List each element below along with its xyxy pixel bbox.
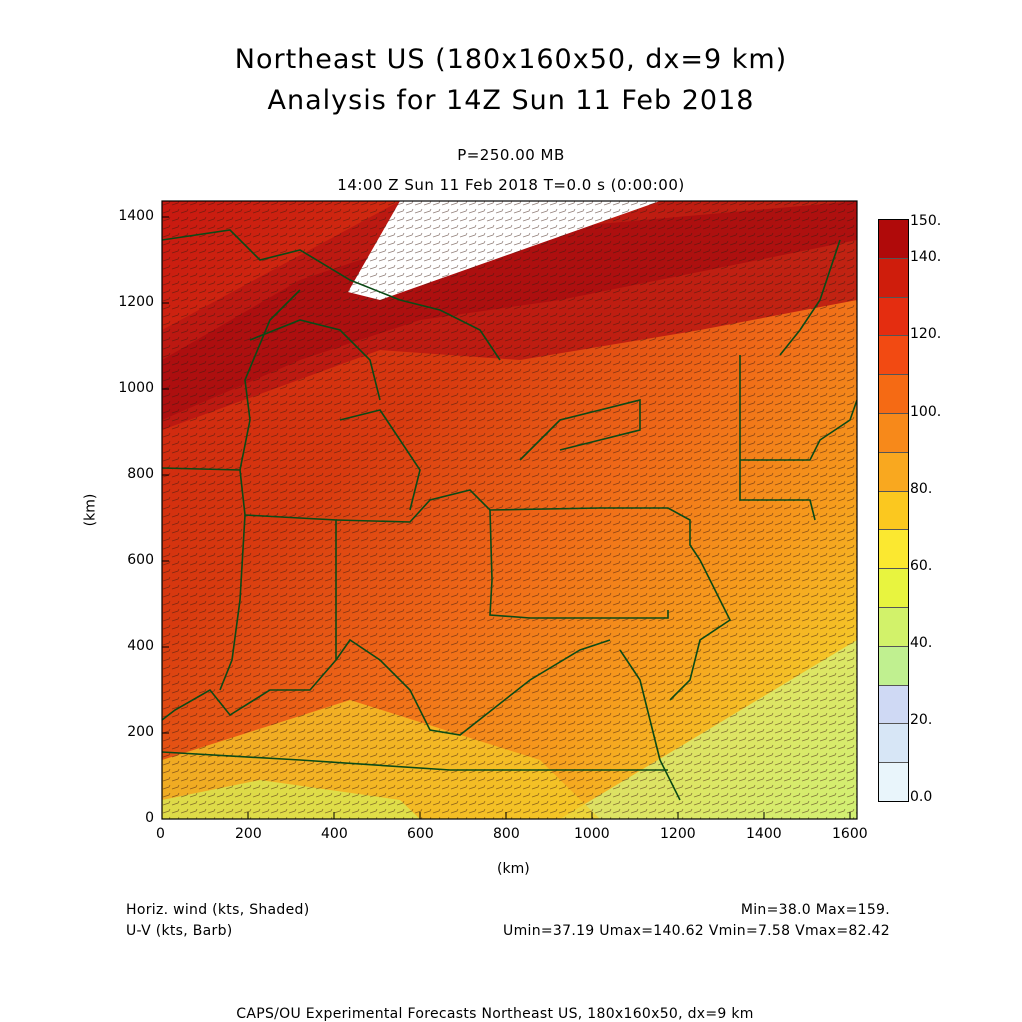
colorbar-label-60: 60. — [910, 558, 933, 574]
y-tick-200: 200 — [127, 724, 154, 740]
colorbar-swatch — [879, 646, 908, 686]
y-tick-1200: 1200 — [118, 294, 154, 310]
colorbar-swatch — [879, 452, 908, 492]
x-tick-600: 600 — [407, 826, 434, 842]
colorbar-label-40: 40. — [910, 635, 933, 651]
footer-credit: CAPS/OU Experimental Forecasts Northeast… — [236, 1006, 754, 1022]
title-line-1: Northeast US (180x160x50, dx=9 km) — [234, 44, 788, 75]
legend-barb: U-V (kts, Barb) — [126, 923, 233, 939]
y-tick-1400: 1400 — [118, 208, 154, 224]
y-tick-600: 600 — [127, 552, 154, 568]
colorbar-swatch — [879, 336, 908, 376]
plot-frame — [161, 200, 858, 820]
x-tick-1600: 1600 — [832, 826, 868, 842]
colorbar-label-80: 80. — [910, 481, 933, 497]
colorbar-swatch — [879, 607, 908, 647]
colorbar-swatch — [879, 724, 908, 764]
colorbar-swatch — [879, 297, 908, 337]
colorbar-label-20: 20. — [910, 712, 933, 728]
uv-range-label: Umin=37.19 Umax=140.62 Vmin=7.58 Vmax=82… — [503, 923, 890, 939]
y-tick-400: 400 — [127, 638, 154, 654]
x-tick-200: 200 — [235, 826, 262, 842]
x-tick-800: 800 — [493, 826, 520, 842]
colorbar — [878, 219, 909, 802]
colorbar-swatch — [879, 491, 908, 531]
title-line-2: Analysis for 14Z Sun 11 Feb 2018 — [267, 85, 755, 116]
x-tick-1200: 1200 — [660, 826, 696, 842]
colorbar-swatch — [879, 375, 908, 414]
colorbar-swatch — [879, 763, 908, 801]
min-max-label: Min=38.0 Max=159. — [740, 902, 890, 918]
colorbar-label-150: 150. — [910, 213, 942, 229]
wind-shading — [162, 201, 857, 819]
x-tick-0: 0 — [156, 826, 165, 842]
valid-time-label: 14:00 Z Sun 11 Feb 2018 T=0.0 s (0:00:00… — [337, 176, 685, 194]
colorbar-label-0: 0.0 — [910, 789, 933, 805]
colorbar-swatch — [879, 530, 908, 570]
x-tick-1000: 1000 — [574, 826, 610, 842]
state-boundaries — [162, 229, 857, 801]
x-tick-1400: 1400 — [746, 826, 782, 842]
legend-shaded: Horiz. wind (kts, Shaded) — [126, 902, 310, 918]
y-tick-1000: 1000 — [118, 380, 154, 396]
colorbar-swatch — [879, 569, 908, 608]
colorbar-swatch — [879, 685, 908, 725]
colorbar-label-100: 100. — [910, 404, 942, 420]
axis-ticks — [161, 216, 851, 820]
x-axis-label: (km) — [497, 861, 530, 877]
y-tick-0: 0 — [145, 810, 154, 826]
y-axis-label: (km) — [82, 493, 99, 527]
colorbar-swatch — [879, 220, 908, 259]
x-tick-400: 400 — [321, 826, 348, 842]
colorbar-swatch — [879, 413, 908, 453]
y-tick-800: 800 — [127, 466, 154, 482]
colorbar-label-120: 120. — [910, 326, 942, 342]
colorbar-label-140: 140. — [910, 249, 942, 265]
level-label: P=250.00 MB — [457, 146, 565, 164]
colorbar-swatch — [879, 258, 908, 298]
